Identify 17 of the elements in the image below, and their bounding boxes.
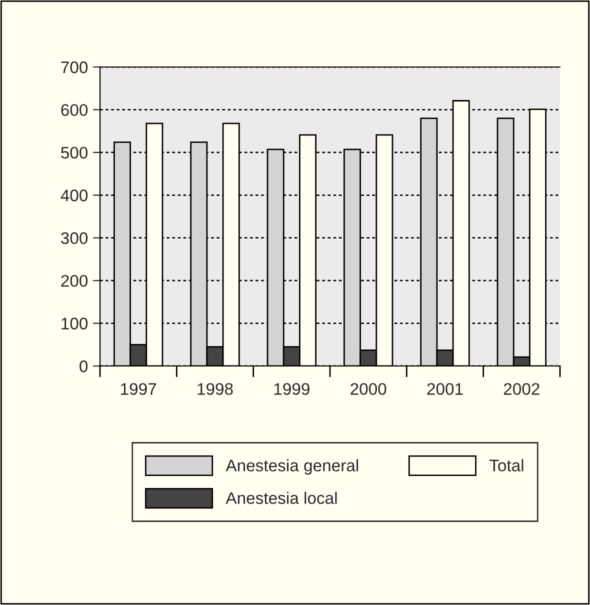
legend-label: Anestesia local (226, 492, 337, 504)
legend-label: Total (489, 459, 524, 472)
x-tick-label: 2002 (504, 383, 540, 395)
x-tick-label: 2000 (350, 383, 386, 395)
legend-label: Anestesia general (226, 459, 358, 475)
y-tick-label: 400 (60, 190, 88, 202)
y-tick-label: 600 (61, 104, 88, 116)
y-tick-label: 700 (61, 61, 88, 74)
y-tick-label: 200 (61, 274, 88, 287)
y-tick-label: 0 (80, 360, 88, 372)
x-tick-label: 1999 (274, 383, 310, 395)
y-tick-label: 100 (62, 318, 88, 330)
x-tick-label: 2001 (427, 383, 463, 395)
y-tick-label: 500 (61, 146, 88, 159)
x-tick-label: 1998 (198, 383, 233, 395)
x-tick-label: 1997 (121, 383, 156, 395)
y-tick-label: 300 (61, 232, 88, 244)
